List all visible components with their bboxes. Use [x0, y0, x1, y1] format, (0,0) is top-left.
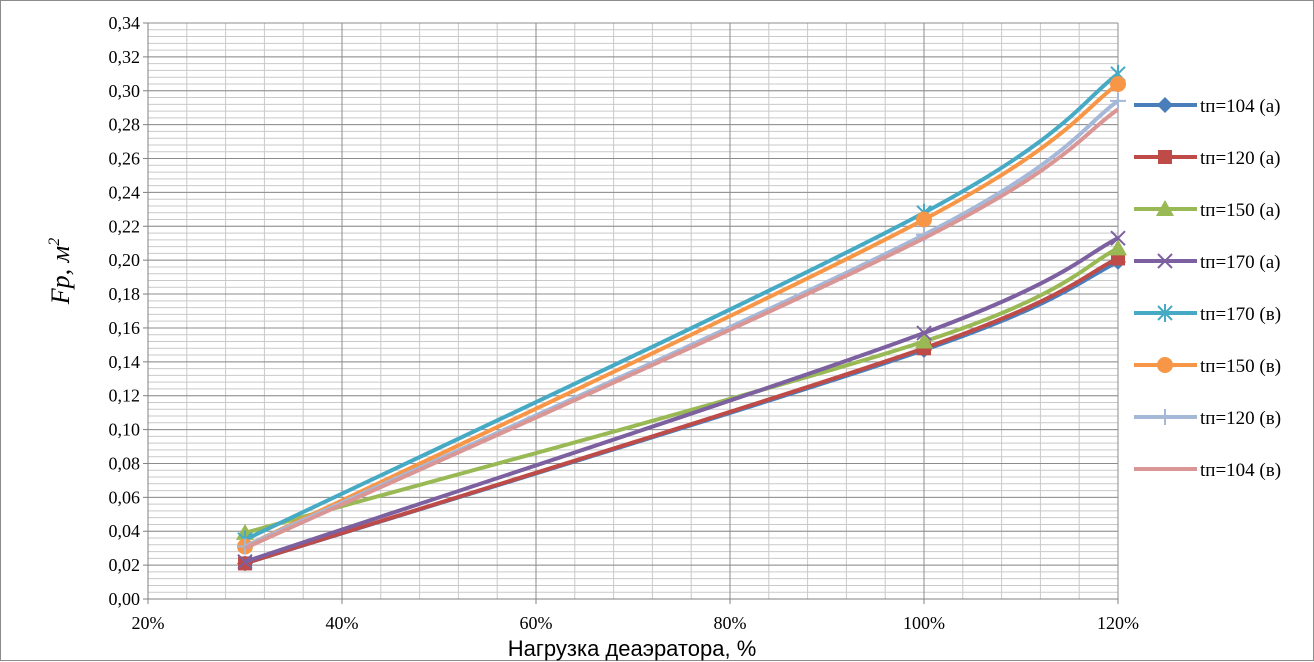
legend-item: tп=120 (в)	[1134, 408, 1281, 429]
x-tick-label: 20%	[132, 613, 165, 633]
data-point	[915, 332, 933, 349]
y-tick-label: 0,22	[109, 216, 141, 236]
y-tick-label: 0,30	[109, 81, 141, 101]
series-line	[244, 246, 1119, 535]
legend-label: tп=150 (в)	[1200, 356, 1281, 377]
legend-marker	[1157, 304, 1173, 322]
y-tick-label: 0,02	[109, 555, 141, 575]
legend-label: tп=120 (а)	[1200, 148, 1281, 169]
legend-marker	[1157, 357, 1173, 373]
x-tick-label: 40%	[326, 613, 359, 633]
series-group	[236, 64, 1127, 572]
legend-marker	[1157, 253, 1173, 269]
y-tick-label: 0,20	[109, 250, 141, 270]
legend-marker	[1157, 97, 1173, 113]
y-tick-label: 0,06	[109, 487, 141, 507]
legend-item: tп=104 (в)	[1134, 460, 1281, 481]
y-tick-label: 0,12	[109, 386, 141, 406]
y-tick-label: 0,18	[109, 284, 141, 304]
legend-label: tп=104 (в)	[1200, 460, 1281, 481]
y-tick-label: 0,04	[109, 521, 141, 541]
y-axis-label-text: Fp, м	[46, 246, 75, 305]
legend-item: tп=104 (а)	[1134, 96, 1281, 117]
series-line	[244, 72, 1120, 542]
legend-label: tп=150 (а)	[1200, 200, 1281, 221]
data-point	[1110, 75, 1126, 92]
data-point	[1110, 92, 1126, 109]
series-4	[237, 230, 1126, 570]
legend-marker	[1158, 150, 1172, 164]
y-tick-label: 0,28	[109, 115, 141, 135]
legend-item: tп=170 (в)	[1134, 304, 1281, 325]
y-tick-label: 0,26	[109, 149, 141, 169]
y-tick-label: 0,00	[109, 589, 141, 609]
series-line	[244, 82, 1120, 549]
data-point	[1109, 239, 1127, 256]
data-point	[237, 554, 253, 570]
y-tick-label: 0,24	[109, 182, 141, 202]
y-tick-label: 0,34	[109, 13, 141, 33]
series-line	[244, 256, 1119, 566]
y-tick-label: 0,32	[109, 47, 141, 67]
legend-item: tп=150 (в)	[1134, 356, 1281, 377]
y-tick-label: 0,16	[109, 318, 141, 338]
series-line	[244, 236, 1119, 564]
x-tick-label: 80%	[714, 613, 747, 633]
legend-label: tп=104 (а)	[1200, 96, 1281, 117]
legend-item: tп=150 (а)	[1134, 200, 1281, 221]
y-tick-label: 0,14	[109, 352, 141, 372]
legend-marker	[1157, 409, 1173, 425]
legend-label: tп=120 (в)	[1200, 408, 1281, 429]
data-point	[1110, 230, 1126, 246]
legend-label: tп=170 (а)	[1200, 252, 1281, 273]
legend-label: tп=170 (в)	[1200, 304, 1281, 325]
legend-item: tп=120 (а)	[1134, 148, 1281, 169]
legend: tп=104 (а) tп=120 (а) tп=150 (а) tп=170 (а)…	[1134, 96, 1281, 481]
data-point	[916, 325, 932, 341]
axes: 0,00 0,02 0,04 0,06 0,08 0,10 0,12 0,14 0,16 0,18…	[109, 13, 1140, 633]
legend-marker	[1156, 200, 1174, 216]
x-tick-label: 60%	[520, 613, 553, 633]
y-axis-label: Fp, м2	[46, 238, 75, 305]
x-tick-label: 100%	[903, 613, 945, 633]
legend-item: tп=170 (а)	[1134, 252, 1281, 273]
grid	[147, 22, 1119, 600]
data-point	[916, 211, 932, 228]
y-tick-label: 0,10	[109, 420, 141, 440]
series-3	[236, 239, 1127, 540]
y-axis-label-superscript: 2	[46, 238, 63, 246]
x-tick-label: 120%	[1097, 613, 1139, 633]
series-8	[244, 107, 1120, 550]
x-axis-label: Нагрузка деаэратора, %	[508, 636, 757, 661]
y-tick-label: 0,08	[109, 453, 141, 473]
series-line	[244, 107, 1120, 550]
